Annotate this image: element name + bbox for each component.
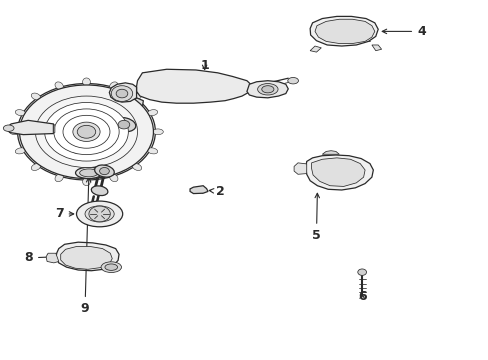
Ellipse shape: [44, 103, 128, 161]
Ellipse shape: [109, 174, 118, 182]
Polygon shape: [136, 69, 251, 103]
Ellipse shape: [132, 93, 142, 100]
Text: 5: 5: [311, 193, 320, 242]
Text: 9: 9: [81, 177, 91, 315]
Ellipse shape: [75, 167, 102, 179]
Circle shape: [357, 269, 366, 275]
Circle shape: [72, 146, 81, 153]
Ellipse shape: [101, 262, 121, 273]
Polygon shape: [6, 120, 53, 135]
Ellipse shape: [31, 163, 41, 171]
Ellipse shape: [95, 165, 114, 177]
Polygon shape: [246, 81, 287, 98]
Ellipse shape: [80, 169, 98, 177]
Polygon shape: [53, 124, 55, 134]
Ellipse shape: [55, 174, 63, 182]
Ellipse shape: [261, 86, 273, 93]
Ellipse shape: [287, 77, 298, 84]
Ellipse shape: [35, 96, 137, 167]
Ellipse shape: [112, 118, 136, 132]
Polygon shape: [140, 71, 224, 89]
Polygon shape: [311, 158, 365, 186]
Ellipse shape: [15, 110, 25, 116]
Text: 4: 4: [382, 25, 425, 38]
Text: 7: 7: [55, 207, 74, 220]
Ellipse shape: [82, 178, 90, 186]
Circle shape: [111, 86, 132, 102]
Polygon shape: [314, 19, 374, 44]
Ellipse shape: [91, 186, 108, 195]
Ellipse shape: [77, 125, 96, 138]
Ellipse shape: [147, 110, 157, 116]
Polygon shape: [309, 17, 377, 46]
Ellipse shape: [147, 148, 157, 154]
Ellipse shape: [85, 206, 114, 222]
Polygon shape: [56, 242, 119, 271]
Ellipse shape: [3, 125, 14, 131]
Ellipse shape: [54, 109, 119, 155]
Ellipse shape: [152, 129, 163, 135]
Polygon shape: [293, 163, 306, 174]
Ellipse shape: [105, 264, 117, 270]
Ellipse shape: [10, 129, 20, 135]
Circle shape: [116, 89, 127, 98]
Polygon shape: [112, 98, 143, 126]
Circle shape: [89, 206, 110, 222]
Polygon shape: [305, 155, 372, 190]
Ellipse shape: [18, 84, 155, 180]
Ellipse shape: [109, 82, 118, 90]
Ellipse shape: [73, 122, 100, 141]
Ellipse shape: [20, 85, 153, 179]
Polygon shape: [322, 151, 339, 154]
Ellipse shape: [76, 201, 122, 227]
Text: 2: 2: [209, 185, 224, 198]
Circle shape: [68, 143, 85, 156]
Polygon shape: [190, 186, 207, 194]
Circle shape: [100, 167, 109, 175]
Polygon shape: [309, 46, 321, 52]
Polygon shape: [46, 253, 59, 263]
Polygon shape: [371, 45, 381, 51]
Ellipse shape: [257, 84, 278, 95]
Ellipse shape: [31, 93, 41, 100]
Polygon shape: [109, 83, 136, 102]
Text: 1: 1: [200, 59, 208, 72]
Ellipse shape: [55, 82, 63, 90]
Text: 8: 8: [24, 251, 52, 264]
Ellipse shape: [63, 115, 110, 148]
Text: 6: 6: [357, 289, 366, 303]
Ellipse shape: [82, 78, 90, 86]
Text: 3: 3: [39, 143, 64, 156]
Ellipse shape: [15, 148, 25, 154]
Ellipse shape: [132, 163, 142, 171]
Circle shape: [118, 120, 129, 129]
Polygon shape: [61, 247, 112, 269]
